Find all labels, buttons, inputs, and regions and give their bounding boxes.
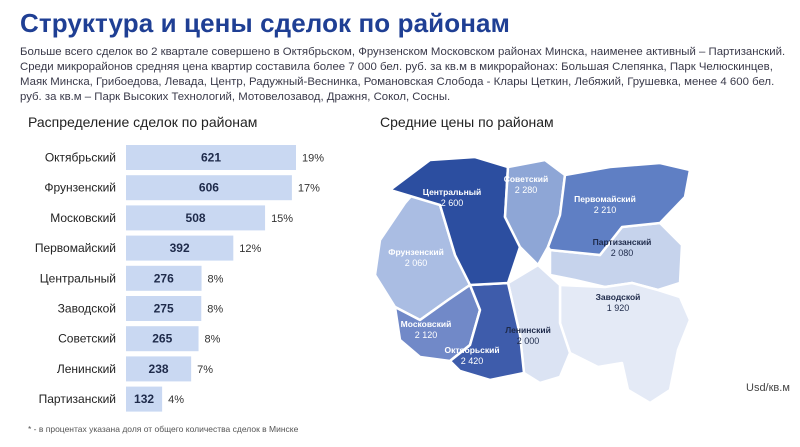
bar-category-label: Ленинский [57, 362, 116, 376]
bar-category-label: Центральный [40, 271, 116, 285]
bar-category-label: Партизанский [39, 392, 116, 406]
bar-category-label: Советский [58, 332, 116, 346]
district-price-label: 2 280 [515, 185, 538, 195]
bar-value-label: 621 [201, 151, 221, 165]
bar-share-label: 4% [168, 394, 184, 406]
bar-chart-title: Распределение сделок по районам [28, 114, 258, 130]
map-unit-label: Usd/кв.м [746, 382, 790, 394]
district-region [546, 161, 692, 257]
district-price-label: 2 420 [461, 356, 484, 366]
bar-category-label: Московский [50, 211, 116, 225]
district-price-label: 2 210 [594, 205, 617, 215]
district-name-label: Советский [504, 174, 549, 184]
district-name-label: Фрунзенский [388, 247, 444, 257]
bar [126, 235, 234, 261]
bar-category-label: Октябрьский [45, 151, 116, 165]
bar-category-label: Заводской [58, 302, 116, 316]
bar [126, 145, 296, 170]
bar [126, 296, 202, 321]
page-title: Структура и цены сделок по районам [20, 8, 510, 38]
map-title: Средние цены по районам [380, 114, 554, 130]
bar-category-label: Фрунзенский [44, 181, 116, 195]
district-name-label: Партизанский [593, 237, 652, 247]
bar-share-label: 8% [208, 273, 224, 285]
bar-share-label: 8% [207, 304, 223, 316]
bar-value-label: 606 [199, 181, 219, 195]
bar [126, 265, 202, 291]
bar-value-label: 276 [154, 271, 174, 285]
bar-value-label: 265 [152, 332, 172, 346]
intro-text: Больше всего сделок во 2 квартале соверш… [20, 46, 786, 103]
district-price-label: 1 920 [607, 303, 630, 313]
bar-value-label: 392 [170, 241, 190, 255]
bar-value-label: 132 [134, 392, 154, 406]
district-name-label: Центральный [423, 187, 482, 197]
bar-share-label: 12% [239, 243, 261, 255]
bar-value-label: 275 [154, 302, 174, 316]
district-region [448, 281, 526, 382]
footnote: * - в процентах указана доля от общего к… [28, 424, 299, 434]
district-name-label: Московский [401, 319, 452, 329]
bar [126, 386, 163, 412]
district-name-label: Заводской [596, 292, 641, 302]
district-price-label: 2 080 [611, 248, 634, 258]
bar [126, 356, 192, 382]
bar-share-label: 7% [197, 364, 213, 376]
district-price-label: 2 060 [405, 258, 428, 268]
district-name-label: Ленинский [505, 325, 551, 335]
bar-value-label: 508 [186, 211, 206, 225]
bar [126, 175, 292, 201]
bar [126, 205, 266, 231]
district-price-label: 2 000 [517, 336, 540, 346]
bar-share-label: 19% [302, 153, 324, 165]
district-price-label: 2 600 [441, 198, 464, 208]
deals-bar-chart: Октябрьский 621 19% Фрунзенский 606 17% Москов… [35, 145, 324, 412]
bar [126, 326, 199, 352]
district-price-label: 2 120 [415, 330, 438, 340]
bar-value-label: 238 [149, 362, 169, 376]
bar-share-label: 17% [298, 183, 320, 195]
bar-category-label: Первомайский [35, 241, 116, 255]
district-name-label: Октябрьский [444, 345, 499, 355]
district-region [558, 281, 692, 405]
bar-share-label: 8% [205, 334, 221, 346]
district-name-label: Первомайский [574, 194, 636, 204]
bar-share-label: 15% [271, 213, 293, 225]
